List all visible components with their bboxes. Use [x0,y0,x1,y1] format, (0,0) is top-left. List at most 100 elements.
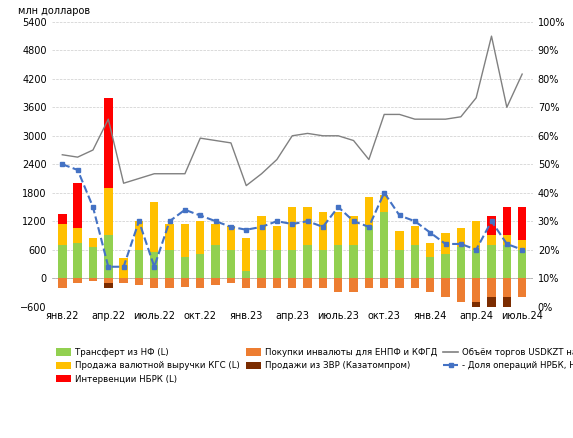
Bar [395,231,404,250]
Bar [257,216,266,250]
Bar [518,250,527,278]
Bar [257,278,266,288]
Bar [135,221,143,250]
Bar [350,245,358,278]
Bar [135,250,143,278]
Bar [411,226,419,245]
Bar [334,245,343,278]
Bar [457,247,465,278]
Bar [273,226,281,250]
Bar [487,245,496,278]
Bar [350,216,358,245]
Bar [364,198,373,226]
Bar [364,278,373,288]
Bar [89,238,97,247]
Bar [472,278,480,302]
Bar [487,278,496,297]
Bar [242,238,250,271]
Bar [503,278,511,297]
Bar [73,183,82,228]
Bar [135,278,143,285]
Bar [73,228,82,243]
Bar [303,278,312,288]
Bar [196,278,205,288]
Bar [364,226,373,278]
Bar [58,245,66,278]
Bar [166,278,174,288]
Bar [211,223,220,245]
Bar [58,223,66,245]
Bar [441,254,450,278]
Bar [242,278,250,288]
Bar [89,278,97,280]
Bar [73,243,82,278]
Bar [58,214,66,223]
Bar [457,278,465,302]
Bar [319,212,327,250]
Bar [395,250,404,278]
Bar [380,212,388,278]
Bar [73,278,82,283]
Bar [180,278,189,287]
Bar [319,278,327,288]
Bar [227,278,235,283]
Bar [334,212,343,245]
Bar [441,233,450,254]
Bar [166,250,174,278]
Bar [472,302,480,321]
Bar [380,195,388,212]
Bar [503,245,511,278]
Bar [180,257,189,278]
Bar [104,188,112,236]
Bar [273,250,281,278]
Bar [350,278,358,293]
Bar [303,245,312,278]
Bar [518,207,527,240]
Bar [457,228,465,247]
Bar [487,236,496,245]
Bar [503,236,511,245]
Bar [303,207,312,245]
Bar [211,245,220,278]
Bar [288,207,296,250]
Bar [104,236,112,278]
Bar [288,250,296,278]
Bar [58,278,66,288]
Text: млн долларов: млн долларов [18,6,90,16]
Bar [273,278,281,288]
Bar [487,216,496,236]
Bar [166,223,174,250]
Bar [150,202,159,252]
Bar [395,278,404,288]
Bar [518,240,527,250]
Bar [89,247,97,278]
Bar [180,223,189,257]
Bar [196,221,205,254]
Bar [518,278,527,297]
Bar [119,258,128,278]
Bar [411,278,419,288]
Bar [211,278,220,285]
Bar [227,250,235,278]
Bar [104,283,112,288]
Bar [288,278,296,288]
Bar [472,221,480,250]
Bar [487,297,496,314]
Bar [411,245,419,278]
Bar [426,278,434,293]
Bar [119,278,128,283]
Bar [441,278,450,297]
Bar [426,257,434,278]
Bar [150,252,159,278]
Bar [150,278,159,288]
Bar [104,278,112,283]
Bar [257,250,266,278]
Legend: Трансферт из НФ (L), Продажа валютной выручки КГС (L), Интервенции НБРК (L), Пок: Трансферт из НФ (L), Продажа валютной вы… [56,348,573,384]
Bar [242,271,250,278]
Bar [503,207,511,236]
Bar [503,297,511,307]
Bar [380,278,388,288]
Bar [472,250,480,278]
Bar [196,254,205,278]
Bar [104,98,112,188]
